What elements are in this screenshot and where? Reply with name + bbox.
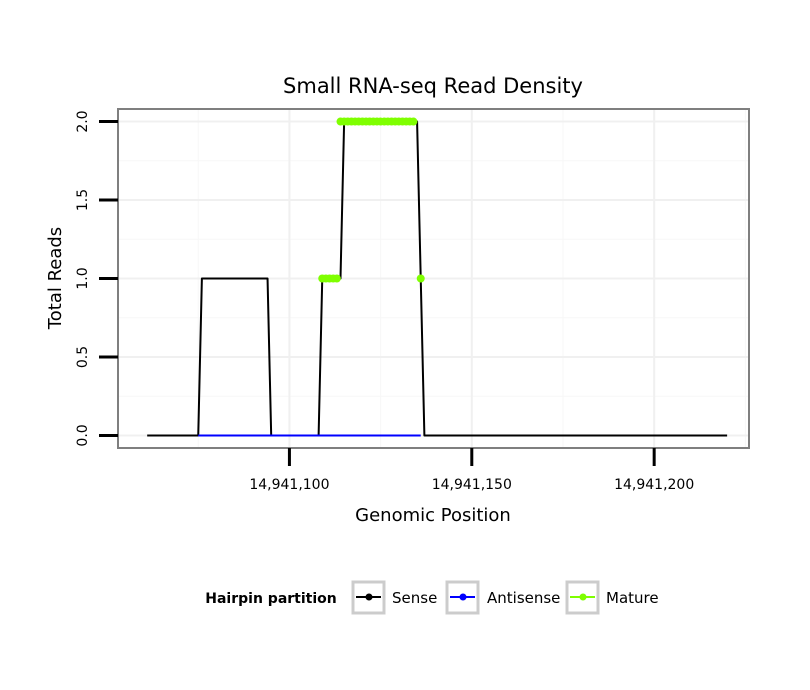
y-tick-label: 1.5 bbox=[75, 189, 91, 211]
y-tick-label: 0.0 bbox=[75, 424, 91, 446]
y-axis: 0.0 0.5 1.0 1.5 2.0 bbox=[75, 110, 118, 447]
legend-point-antisense bbox=[459, 593, 467, 601]
legend-entry-sense: Sense bbox=[351, 580, 437, 615]
x-axis: 14,941,100 14,941,150 14,941,200 bbox=[249, 448, 694, 493]
legend-label-sense: Sense bbox=[392, 589, 437, 607]
data-point-mature bbox=[416, 274, 425, 283]
plot-panel bbox=[117, 108, 750, 449]
x-axis-label: Genomic Position bbox=[355, 505, 511, 526]
x-tick-label: 14,941,200 bbox=[614, 477, 694, 493]
y-tick-label: 1.0 bbox=[75, 267, 91, 289]
legend-entry-mature: Mature bbox=[565, 580, 659, 615]
legend-point-mature bbox=[579, 593, 587, 601]
data-point-mature bbox=[332, 274, 341, 283]
legend-label-mature: Mature bbox=[606, 589, 659, 607]
y-axis-label: Total Reads bbox=[45, 227, 66, 330]
chart-title: Small RNA-seq Read Density bbox=[283, 74, 583, 98]
minor-gridlines bbox=[118, 109, 749, 448]
x-tick-label: 14,941,100 bbox=[249, 477, 329, 493]
legend-point-sense bbox=[365, 593, 373, 601]
x-tick-label: 14,941,150 bbox=[432, 477, 512, 493]
legend: Hairpin partition Sense Antisense Mature bbox=[205, 580, 659, 615]
y-tick-label: 0.5 bbox=[75, 346, 91, 368]
series-layer bbox=[147, 117, 728, 437]
data-point-mature bbox=[409, 117, 418, 126]
legend-label-antisense: Antisense bbox=[487, 589, 560, 607]
y-tick-label: 2.0 bbox=[75, 110, 91, 132]
legend-entry-antisense: Antisense bbox=[445, 580, 560, 615]
legend-title: Hairpin partition bbox=[205, 591, 336, 607]
